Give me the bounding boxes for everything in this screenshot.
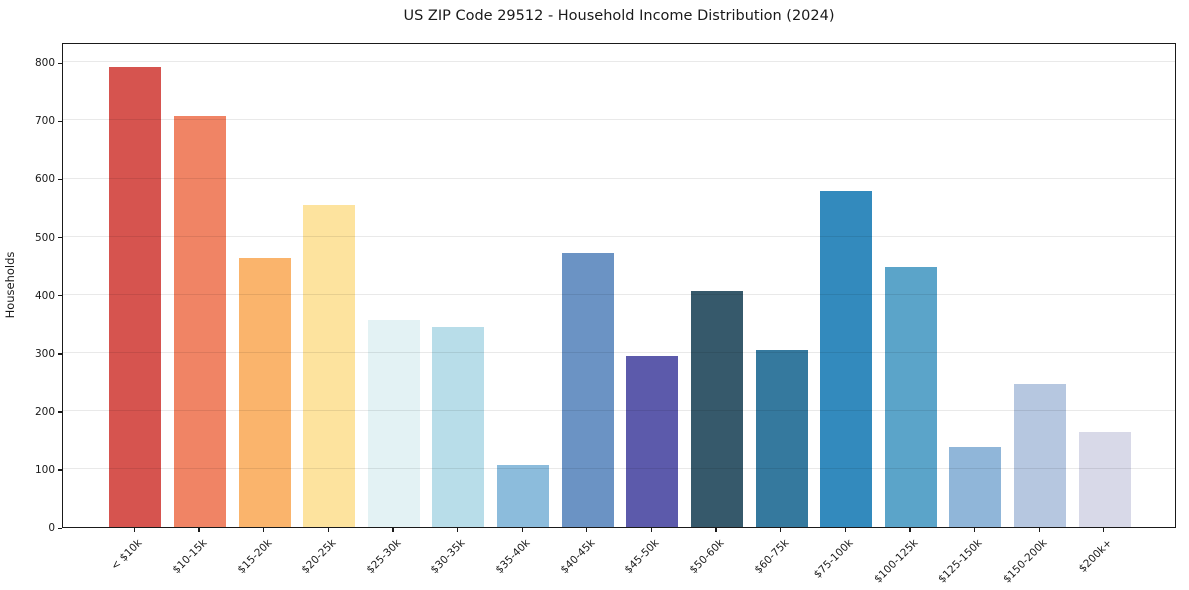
- bar-$20-25k: [303, 205, 356, 527]
- x-tick-label-$150-200k: $150-200k: [1001, 537, 1050, 586]
- y-tick-label-600: 600: [34, 173, 55, 186]
- x-tick-mark-$50-60k: [715, 528, 717, 532]
- x-tick-label-$40-45k: $40-45k: [558, 537, 598, 577]
- x-tick-mark-$60-75k: [780, 528, 782, 532]
- x-tick-mark-$125-150k: [973, 528, 976, 532]
- y-tick-mark-200: [58, 411, 62, 413]
- x-tick-label-$15-20k: $15-20k: [234, 537, 275, 577]
- x-tick-label-$30-35k: $30-35k: [428, 537, 468, 577]
- bar-$125-150k: [949, 446, 1002, 527]
- gridline-y300: [63, 351, 1175, 353]
- bar-$40-45k: [561, 252, 614, 527]
- x-tick-label-$50-60k: $50-60k: [687, 537, 727, 577]
- y-tick-label-100: 100: [34, 463, 55, 476]
- x-tick-mark-$10-15k: [198, 528, 200, 532]
- bar-$150-200k: [1014, 383, 1067, 527]
- gridline-y200: [63, 409, 1175, 411]
- x-tick-mark-$100-125k: [909, 528, 911, 532]
- gridline-y500: [63, 235, 1175, 237]
- x-tick-mark-$30-35k: [456, 528, 459, 532]
- bar-$60-75k: [755, 349, 808, 527]
- bar-$15-20k: [238, 257, 291, 527]
- gridline-y800: [63, 61, 1175, 63]
- x-tick-mark-$150-200k: [1038, 528, 1040, 532]
- y-tick-label-500: 500: [34, 231, 55, 244]
- bar-$35-40k: [497, 464, 550, 527]
- x-tick-mark-$45-50k: [650, 528, 653, 532]
- y-tick-label-200: 200: [34, 405, 55, 418]
- y-tick-label-300: 300: [34, 347, 55, 360]
- bar-$45-50k: [626, 355, 679, 527]
- x-tick-label-$75-100k: $75-100k: [811, 537, 856, 581]
- y-tick-label-0: 0: [48, 522, 55, 534]
- y-tick-label-800: 800: [34, 57, 55, 70]
- y-tick-mark-0: [58, 527, 62, 529]
- y-tick-mark-600: [58, 178, 62, 181]
- x-tick-label-$100-125k: $100-125k: [871, 537, 921, 586]
- y-tick-mark-700: [58, 120, 62, 123]
- x-tick-mark-< $10k: [133, 528, 136, 532]
- x-tick-label-$35-40k: $35-40k: [493, 537, 533, 577]
- y-tick-mark-400: [58, 295, 62, 297]
- chart-title: US ZIP Code 29512 - Household Income Dis…: [403, 8, 835, 24]
- x-tick-mark-$15-20k: [263, 528, 265, 532]
- x-tick-mark-$75-100k: [844, 528, 846, 532]
- x-tick-mark-$200k+: [1103, 528, 1105, 532]
- x-tick-mark-$40-45k: [586, 528, 588, 532]
- y-tick-mark-500: [58, 237, 62, 239]
- y-tick-label-400: 400: [34, 289, 55, 302]
- x-tick-mark-$25-30k: [392, 528, 394, 532]
- x-tick-label-< $10k: < $10k: [109, 537, 145, 573]
- bar-$25-30k: [367, 320, 420, 527]
- y-tick-label-700: 700: [34, 115, 55, 128]
- bar-$10-15k: [173, 115, 226, 527]
- plot-area: [62, 43, 1176, 528]
- x-tick-mark-$20-25k: [327, 528, 329, 532]
- bar-$200k+: [1078, 431, 1131, 527]
- bar-$75-100k: [820, 190, 873, 527]
- bar-$30-35k: [432, 327, 485, 527]
- x-tick-label-$20-25k: $20-25k: [299, 537, 339, 577]
- bar-$100-125k: [884, 267, 937, 527]
- bar-$50-60k: [690, 291, 743, 527]
- x-tick-mark-$35-40k: [521, 528, 523, 532]
- x-tick-label-$125-150k: $125-150k: [936, 537, 985, 586]
- x-tick-label-$10-15k: $10-15k: [170, 537, 210, 577]
- gridline-y700: [63, 119, 1175, 121]
- y-tick-mark-100: [58, 469, 62, 471]
- gridline-y100: [63, 467, 1175, 469]
- y-axis-label: Households: [3, 251, 17, 319]
- x-tick-label-$25-30k: $25-30k: [364, 537, 404, 577]
- gridline-y600: [63, 177, 1175, 179]
- x-tick-label-$200k+: $200k+: [1076, 537, 1115, 575]
- y-tick-mark-800: [58, 62, 62, 65]
- x-tick-label-$45-50k: $45-50k: [622, 537, 662, 577]
- bar-< $10k: [109, 66, 162, 527]
- y-tick-mark-300: [58, 353, 62, 355]
- gridline-y400: [63, 293, 1175, 295]
- x-tick-label-$60-75k: $60-75k: [751, 537, 792, 577]
